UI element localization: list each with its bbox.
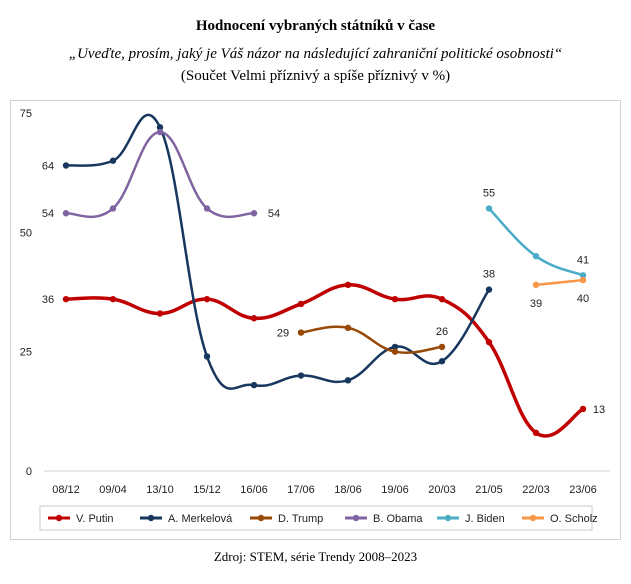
source-note: Zdroj: STEM, série Trendy 2008–2023 [213,549,418,564]
x-tick-label: 08/12 [52,484,80,496]
x-tick-label: 21/05 [475,484,503,496]
data-point [485,338,493,346]
data-point [579,272,587,279]
y-tick-label: 25 [20,347,32,359]
data-point [344,377,352,384]
data-point [203,295,211,303]
x-tick-label: 18/06 [334,484,362,496]
data-label: 54 [268,208,280,220]
data-point [297,300,305,308]
data-point [156,310,164,317]
data-point [485,205,493,212]
data-label: 41 [577,254,589,266]
data-label: 26 [436,326,448,338]
legend-label: A. Merkelová [168,513,233,525]
data-label: 55 [483,187,495,199]
data-point [109,205,117,212]
x-tick-label: 19/06 [381,484,409,496]
x-tick-label: 09/04 [99,484,127,496]
data-point [156,124,164,131]
x-tick-label: 16/06 [240,484,268,496]
data-point [109,157,117,164]
y-tick-label: 50 [20,227,32,239]
x-tick-label: 20/03 [428,484,456,496]
data-point [438,295,446,303]
legend-label: J. Biden [465,513,505,525]
data-point [438,343,446,351]
data-point [156,128,164,136]
legend-label: B. Obama [373,513,423,525]
legend-swatch-marker [529,514,537,522]
data-label: 13 [593,404,605,416]
series-line [534,278,585,287]
series-line [299,325,444,354]
x-tick-label: 22/03 [522,484,550,496]
legend-swatch-marker [147,514,155,522]
series-line [64,130,256,219]
data-point [391,343,399,351]
series-line [487,207,585,277]
data-point [532,281,540,289]
data-point [532,253,540,260]
legend-swatch-marker [257,514,265,522]
data-point [344,281,352,289]
chart-subtitle: „Uveďte, prosím, jaký je Váš názor na ná… [68,46,563,62]
data-point [391,348,399,355]
chart-frame [10,100,621,540]
data-point [62,162,70,169]
chart-title: Hodnocení vybraných státníků v čase [195,18,436,34]
legend-swatch-marker [444,514,452,522]
legend-box [39,505,593,531]
legend-swatch-marker [55,514,63,522]
data-point [579,276,587,284]
data-label: 54 [42,208,54,220]
data-point [250,210,258,217]
legend-label: D. Trump [278,513,323,525]
data-point [438,358,446,365]
data-point [203,205,211,212]
data-point [62,295,70,303]
x-tick-label: 15/12 [193,484,221,496]
legend-label: V. Putin [76,513,114,525]
data-point [485,286,493,293]
data-point [391,295,399,303]
data-label: 40 [577,293,589,305]
y-tick-label: 75 [20,108,32,120]
x-tick-label: 13/10 [146,484,174,496]
data-label: 39 [530,298,542,310]
data-label: 36 [42,294,54,306]
data-point [250,381,258,389]
x-tick-label: 23/06 [569,484,597,496]
data-point [297,329,305,336]
data-point [344,324,352,331]
data-point [62,210,70,217]
data-label: 64 [42,161,54,173]
data-point [532,429,540,437]
y-tick-label: 0 [26,466,32,478]
data-point [203,353,211,360]
legend-label: O. Scholz [550,513,598,525]
series-line [64,283,585,438]
legend-swatch-marker [352,514,360,522]
x-tick-label: 17/06 [287,484,315,496]
chart-subtitle-units: (Součet Velmi příznivý a spíše příznivý … [180,68,451,84]
data-point [297,372,305,379]
data-label: 38 [483,269,495,281]
series-line [64,113,491,390]
data-point [250,315,258,322]
data-label: 29 [277,328,289,340]
data-point [109,295,117,303]
data-point [579,405,587,413]
